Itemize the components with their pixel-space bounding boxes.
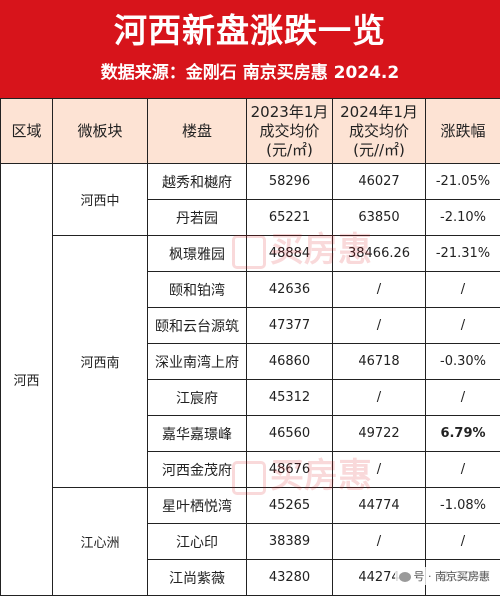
region-cell: 河西	[1, 164, 53, 596]
price-2024: /	[333, 308, 426, 344]
header-subarea: 微板块	[53, 99, 148, 164]
change-pct: /	[426, 308, 500, 344]
change-pct: /	[426, 380, 500, 416]
header-price-2024: 2024年1月 成交均价 (元//㎡)	[333, 99, 426, 164]
price-2024: /	[333, 380, 426, 416]
price-2024: 46027	[333, 164, 426, 200]
price-change-table: 区域 微板块 楼盘 2023年1月 成交均价 (元/㎡) 2024年1月 成交均…	[0, 98, 500, 596]
price-2023: 48676	[247, 452, 333, 488]
header-price-2023: 2023年1月 成交均价 (元/㎡)	[247, 99, 333, 164]
price-2024: 49722	[333, 416, 426, 452]
price-2023: 45312	[247, 380, 333, 416]
project-name: 江心印	[148, 524, 247, 560]
subarea-cell: 河西中	[53, 164, 148, 236]
change-pct: /	[426, 272, 500, 308]
change-pct: 6.79%	[426, 416, 500, 452]
price-2024: 63850	[333, 200, 426, 236]
change-pct: -0.30%	[426, 344, 500, 380]
price-2024: /	[333, 524, 426, 560]
project-name: 丹若园	[148, 200, 247, 236]
page-title: 河西新盘涨跌一览	[0, 6, 500, 56]
price-2023: 45265	[247, 488, 333, 524]
change-pct: /	[426, 524, 500, 560]
price-2023: 38389	[247, 524, 333, 560]
change-pct: -1.08%	[426, 488, 500, 524]
project-name: 江宸府	[148, 380, 247, 416]
price-2023: 46560	[247, 416, 333, 452]
price-2024: 46718	[333, 344, 426, 380]
table-header-row: 区域 微板块 楼盘 2023年1月 成交均价 (元/㎡) 2024年1月 成交均…	[1, 99, 500, 164]
table-row: 河西南 枫璟雅园 48884 38466.26 -21.31%	[1, 236, 500, 272]
project-name: 颐和铂湾	[148, 272, 247, 308]
change-pct: -21.31%	[426, 236, 500, 272]
header-region: 区域	[1, 99, 53, 164]
header-change: 涨跌幅	[426, 99, 500, 164]
project-name: 嘉华嘉璟峰	[148, 416, 247, 452]
change-pct: -21.05%	[426, 164, 500, 200]
wechat-icon	[399, 572, 411, 582]
project-name: 星叶栖悦湾	[148, 488, 247, 524]
change-pct: /	[426, 452, 500, 488]
data-source-subtitle: 数据来源：金刚石 南京买房惠 2024.2	[0, 60, 500, 86]
price-2024: 38466.26	[333, 236, 426, 272]
project-name: 越秀和樾府	[148, 164, 247, 200]
source-footer: 号 · 南京买房惠	[395, 567, 495, 585]
price-2023: 58296	[247, 164, 333, 200]
project-name: 深业南湾上府	[148, 344, 247, 380]
title-banner: 河西新盘涨跌一览 数据来源：金刚石 南京买房惠 2024.2	[0, 0, 500, 98]
price-2023: 46860	[247, 344, 333, 380]
price-2023: 43280	[247, 560, 333, 596]
project-name: 枫璟雅园	[148, 236, 247, 272]
project-name: 颐和云台源筑	[148, 308, 247, 344]
price-2023: 42636	[247, 272, 333, 308]
subarea-cell: 河西南	[53, 236, 148, 488]
price-2024: /	[333, 272, 426, 308]
change-pct: -2.10%	[426, 200, 500, 236]
price-2023: 48884	[247, 236, 333, 272]
price-2023: 47377	[247, 308, 333, 344]
price-2023: 65221	[247, 200, 333, 236]
price-2024: /	[333, 452, 426, 488]
subarea-cell: 江心洲	[53, 488, 148, 596]
table-row: 江心洲 星叶栖悦湾 45265 44774 -1.08%	[1, 488, 500, 524]
project-name: 河西金茂府	[148, 452, 247, 488]
header-project: 楼盘	[148, 99, 247, 164]
table-row: 河西 河西中 越秀和樾府 58296 46027 -21.05%	[1, 164, 500, 200]
project-name: 江尚紫薇	[148, 560, 247, 596]
price-2024: 44774	[333, 488, 426, 524]
